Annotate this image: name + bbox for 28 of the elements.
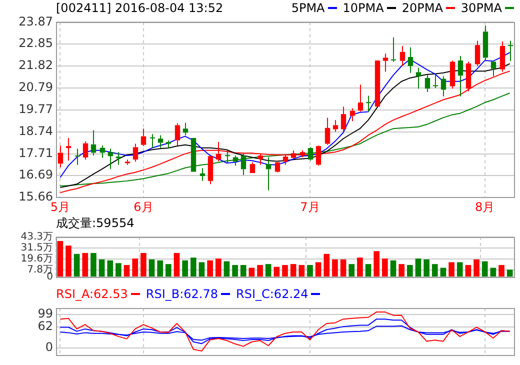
x-tick-label: 5月 — [50, 200, 70, 214]
y-tick-label: 62 — [38, 319, 53, 334]
legend-label: 5PMA — [291, 0, 326, 14]
legend-label: RSI_B:62.78 — [146, 286, 220, 300]
y-tick-label: 23.87 — [18, 14, 53, 28]
y-tick-label: 16.69 — [18, 168, 53, 182]
y-tick-label: 18.74 — [18, 124, 53, 138]
chart-title: 成交量:59554 — [56, 216, 134, 230]
chart-title: [002411] 2016-08-04 13:52 — [56, 0, 224, 14]
y-tick-label: 19.77 — [18, 102, 53, 116]
y-tick-label: 99 — [38, 306, 53, 320]
legend-label: 10PMA — [342, 0, 385, 14]
x-tick-label: 8月 — [475, 200, 495, 214]
x-tick-label: 6月 — [134, 200, 154, 214]
y-tick-label: 22.85 — [18, 36, 53, 50]
y-tick-label: 20.79 — [18, 80, 53, 94]
y-tick-label: 15.66 — [18, 190, 53, 204]
x-tick-label: 7月 — [300, 200, 320, 214]
y-tick-label: 19.6万 — [20, 253, 53, 264]
legend-label: 20PMA — [402, 0, 444, 14]
legend-label: RSI_A:62.53 — [56, 286, 129, 300]
legend-label: 30PMA — [460, 0, 503, 14]
y-tick-label: 17.71 — [18, 146, 53, 160]
y-tick-label: 43.3万 — [20, 232, 53, 243]
y-tick-label: 0 — [45, 340, 53, 354]
y-tick-label: 21.82 — [18, 58, 53, 72]
legend-label: RSI_C:62.24 — [236, 286, 310, 300]
y-tick-label: 31.5万 — [20, 242, 53, 254]
